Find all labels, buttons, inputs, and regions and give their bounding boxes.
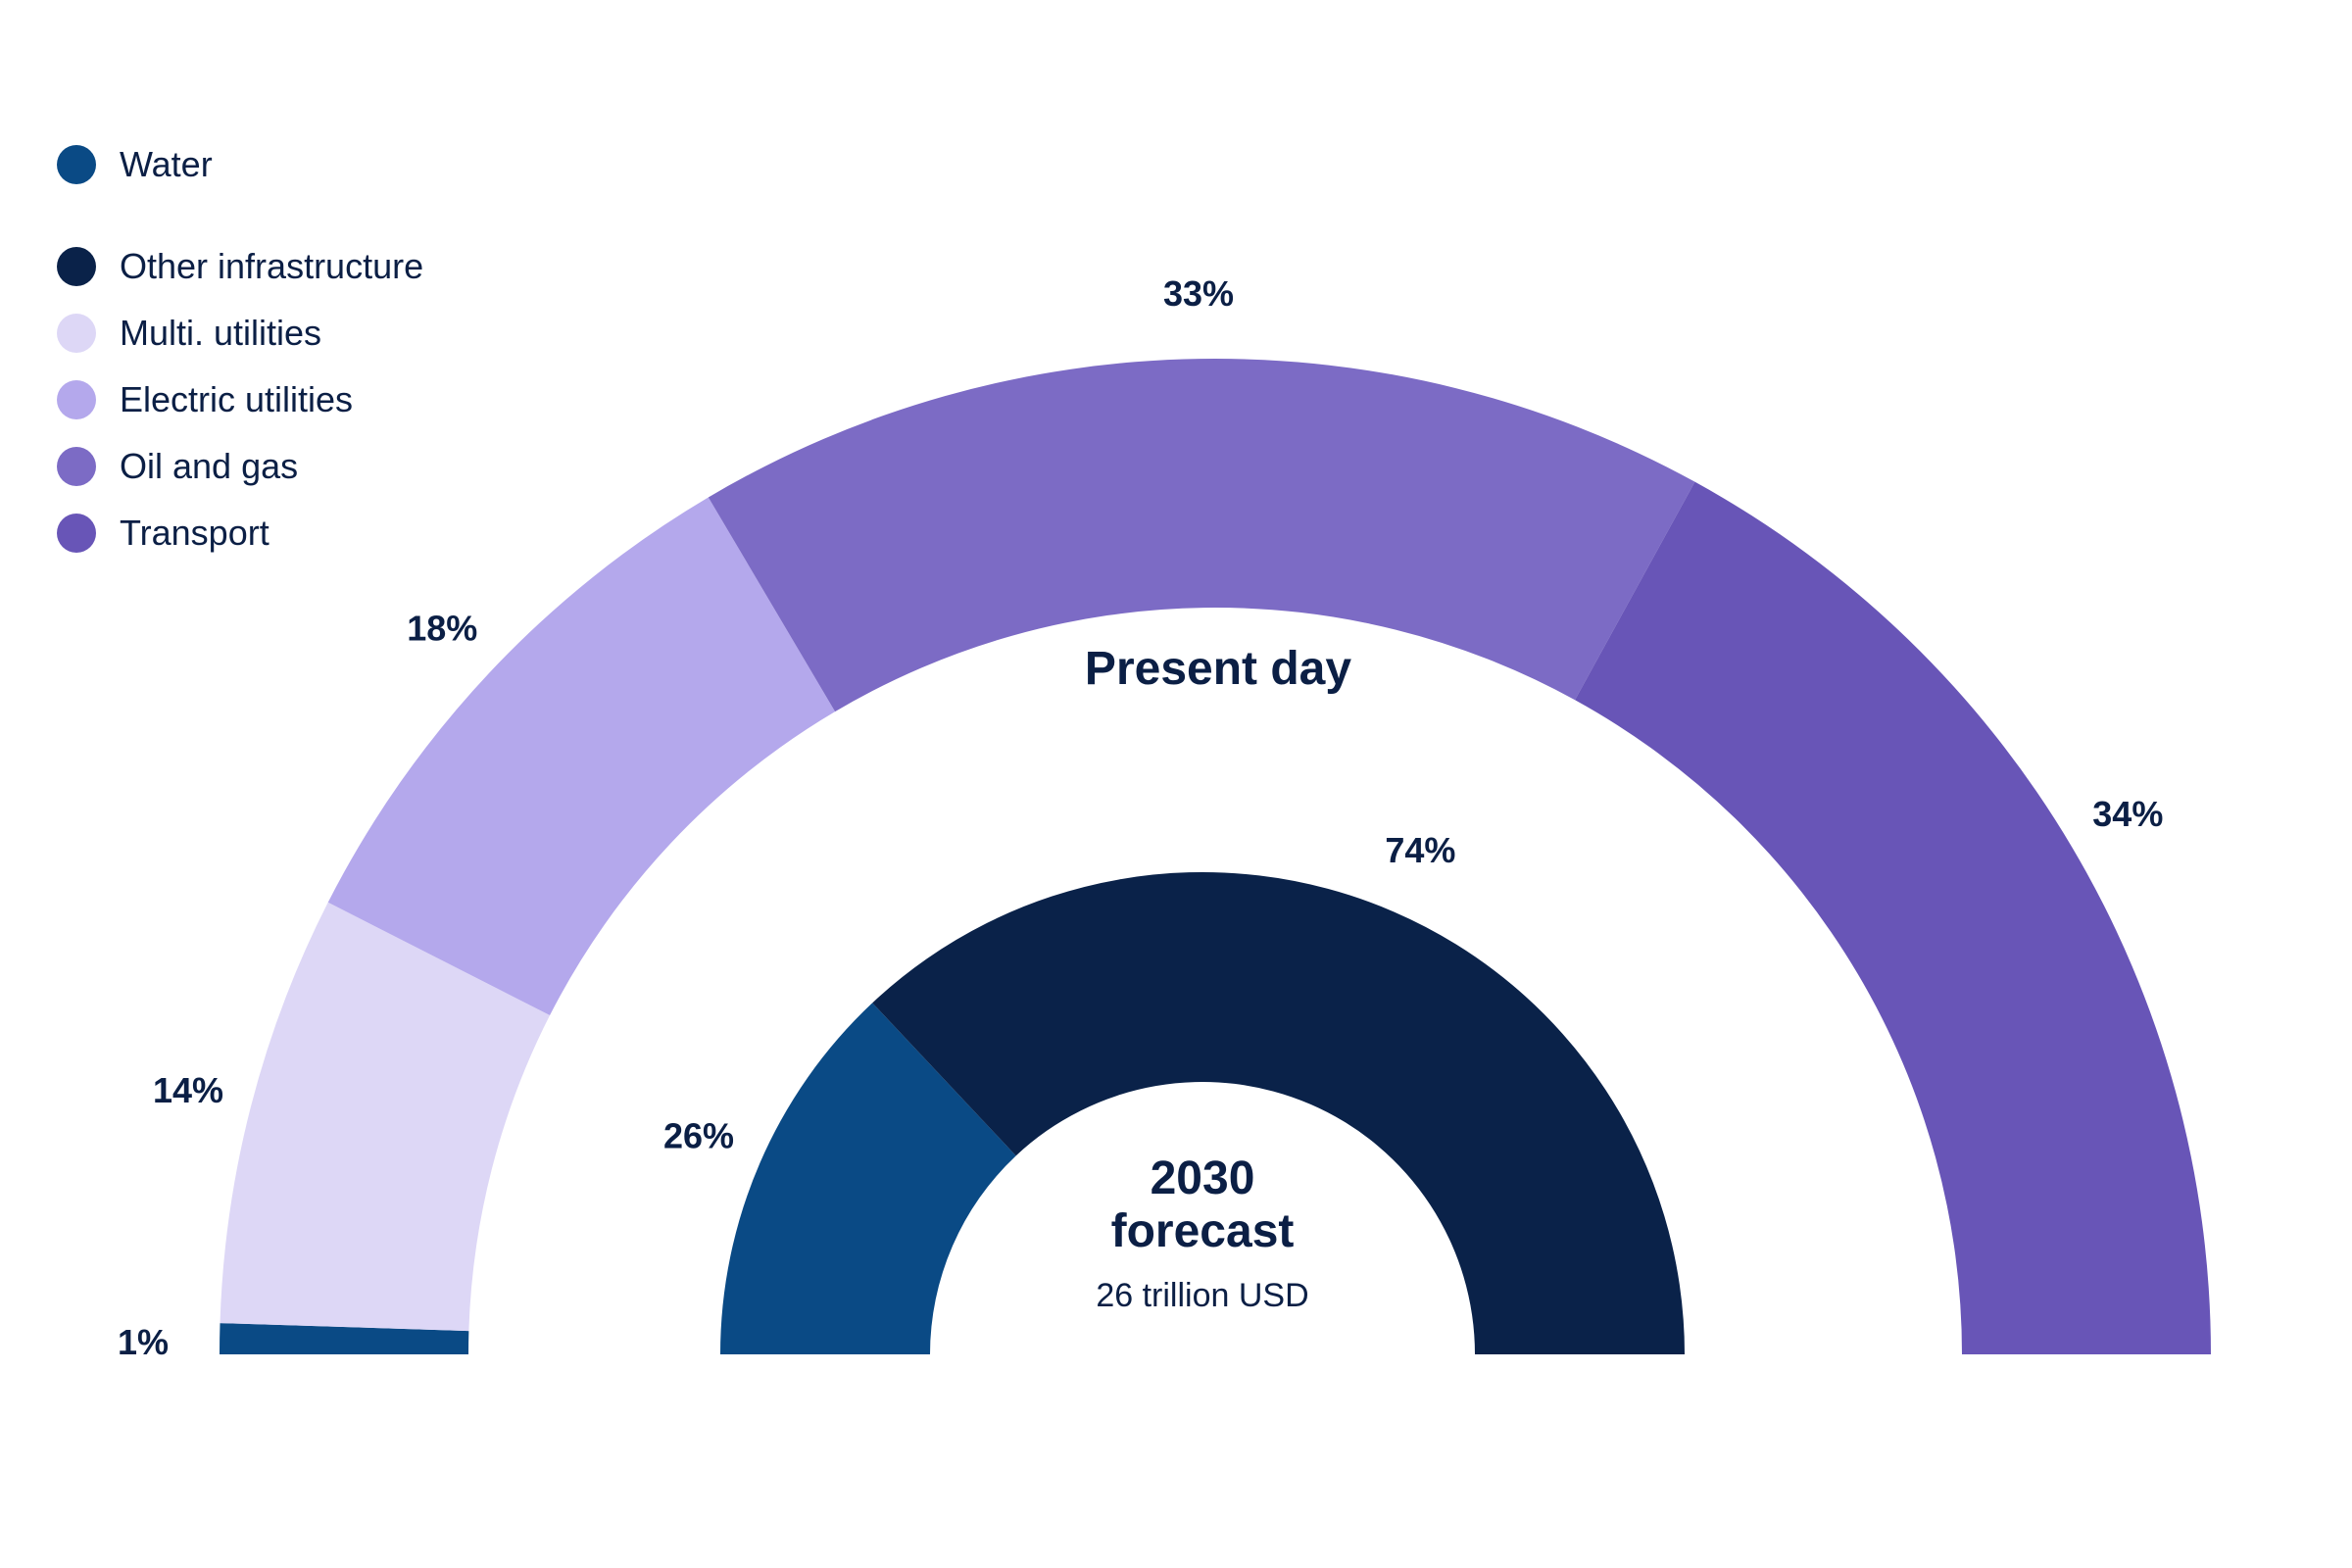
legend-label: Oil and gas	[120, 446, 299, 486]
legend-swatch	[57, 314, 96, 353]
legend-label: Water	[120, 144, 213, 184]
slice-water	[220, 1323, 469, 1354]
legend-swatch	[57, 447, 96, 486]
percent-label: 34%	[2092, 794, 2163, 834]
legend-item-electric-utilities: Electric utilities	[57, 379, 423, 419]
present-day-title: Present day	[1085, 643, 1351, 695]
slice-electric-utilities	[327, 497, 836, 1016]
forecast-title-line-2: forecast	[1111, 1205, 1295, 1257]
forecast-subtitle: 26 trillion USD	[1096, 1277, 1308, 1314]
percent-label: 14%	[153, 1070, 223, 1110]
legend-swatch	[57, 145, 96, 184]
legend-item-other-infrastructure: Other infrastructure	[57, 246, 424, 286]
legend-swatch	[57, 247, 96, 286]
slice-oil-and-gas	[708, 359, 1695, 712]
percent-labels: 1% 14% 18% 33% 34% 26% 74%	[118, 273, 2163, 1362]
slice-transport	[1575, 481, 2211, 1354]
legend-item-transport: Transport	[57, 513, 423, 553]
legend: Water Other infrastructure Multi. utilit…	[57, 144, 424, 580]
slice-water	[720, 1003, 1016, 1354]
legend-label: Multi. utilities	[120, 313, 322, 353]
legend-item-water: Water	[57, 144, 423, 184]
legend-label: Electric utilities	[120, 379, 354, 419]
legend-swatch	[57, 380, 96, 419]
forecast-ring	[720, 872, 1685, 1354]
percent-label: 74%	[1385, 830, 1455, 870]
forecast-title-line-1: 2030	[1151, 1152, 1255, 1204]
legend-item-oil-and-gas: Oil and gas	[57, 446, 423, 486]
legend-label: Transport	[120, 513, 270, 553]
percent-label: 1%	[118, 1322, 169, 1362]
percent-label: 18%	[407, 608, 477, 648]
legend-item-multi-utilities: Multi. utilities	[57, 313, 423, 353]
legend-swatch	[57, 514, 96, 553]
percent-label: 26%	[663, 1116, 734, 1156]
slice-other-infrastructure	[872, 872, 1685, 1354]
percent-label: 33%	[1163, 273, 1234, 314]
legend-label: Other infrastructure	[120, 246, 424, 286]
present-day-ring	[220, 359, 2211, 1354]
slice-multi-utilities	[220, 902, 551, 1332]
